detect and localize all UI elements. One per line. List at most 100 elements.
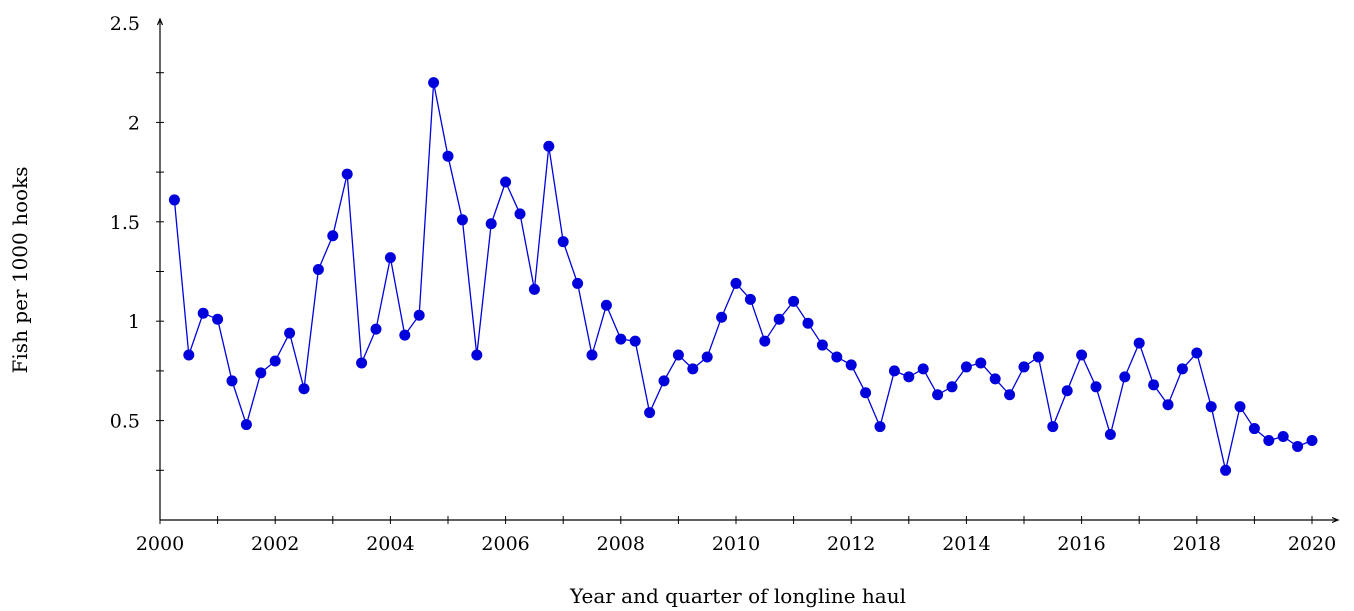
data-point [1104,429,1116,441]
x-tick-label: 2018 [1173,533,1221,555]
data-point [428,77,440,89]
data-point [284,327,296,339]
data-point [960,361,972,373]
y-tick-label: 2 [128,112,140,134]
data-point [370,323,382,335]
data-point [1148,379,1160,391]
data-point [687,363,699,375]
data-point [845,359,857,371]
y-tick-label: 0.5 [110,411,140,433]
data-point [1061,385,1073,397]
x-tick-label: 2010 [712,533,760,555]
data-point [831,351,843,363]
data-point [500,176,512,188]
data-point [1277,431,1289,443]
data-point [917,363,929,375]
data-point [197,307,209,319]
data-point [442,150,454,162]
data-point [672,349,684,361]
data-point [1133,337,1145,349]
data-point [255,367,267,379]
x-tick-label: 2012 [827,533,875,555]
data-point [1248,423,1260,435]
x-tick-label: 2002 [251,533,299,555]
data-point [759,335,771,347]
y-tick-label: 2.5 [110,13,140,35]
data-point [1220,464,1232,476]
data-point [773,313,785,325]
y-axis-title: Fish per 1000 hooks [8,167,32,374]
data-point [212,313,224,325]
data-point [1205,401,1217,413]
data-point [1191,347,1203,359]
data-point [932,389,944,401]
data-point [658,375,670,387]
data-point [1162,399,1174,411]
data-points [168,77,1318,476]
data-point [802,317,814,329]
series-line [173,82,1313,471]
data-point [456,214,468,226]
data-point [644,407,656,419]
data-point [744,293,756,305]
data-point [240,419,252,431]
data-point [903,371,915,383]
data-point [312,264,324,276]
data-point [327,230,339,242]
x-tick-label: 2016 [1057,533,1105,555]
data-point [701,351,713,363]
data-point [716,311,728,323]
data-point [1292,440,1304,452]
data-point [384,252,396,264]
data-point [1306,434,1318,446]
data-point [874,421,886,433]
data-point [1004,389,1016,401]
data-point [1018,361,1030,373]
data-point [298,383,310,395]
data-point [168,194,180,206]
x-axis-ticks: 2000 2002 2004 2006 2008 2010 2012 2014 2016 2018… [136,516,1336,555]
data-point [226,375,238,387]
data-point [1234,401,1246,413]
data-point [269,355,281,367]
data-point [989,373,1001,385]
data-point [615,333,627,345]
data-point [413,309,425,321]
data-point [816,339,828,351]
data-point [975,357,987,369]
data-point [543,140,555,152]
data-point [341,168,353,180]
y-tick-label: 1.5 [110,212,140,234]
data-point [1076,349,1088,361]
data-point [1090,381,1102,393]
data-point [557,236,569,248]
data-point [888,365,900,377]
data-point [730,277,742,289]
data-point [1263,434,1275,446]
data-point [1047,421,1059,433]
x-tick-label: 2004 [366,533,414,555]
y-tick-label: 1 [128,311,140,333]
x-tick-label: 2006 [481,533,529,555]
data-point [788,295,800,307]
data-point [1032,351,1044,363]
x-axis-title: Year and quarter of longline haul [569,584,906,608]
data-point [860,387,872,399]
data-point [946,381,958,393]
data-point [514,208,526,220]
data-point [528,283,540,295]
data-point [1119,371,1131,383]
y-axis-ticks: 0.5 1 1.5 2 2.5 [110,13,164,471]
data-point [399,329,411,341]
data-point [572,277,584,289]
data-point [600,299,612,311]
x-tick-label: 2014 [942,533,990,555]
x-tick-label: 2020 [1288,533,1336,555]
data-point [586,349,598,361]
data-point [629,335,641,347]
x-tick-label: 2000 [136,533,184,555]
data-point [485,218,497,230]
data-point [1176,363,1188,375]
data-point [183,349,195,361]
